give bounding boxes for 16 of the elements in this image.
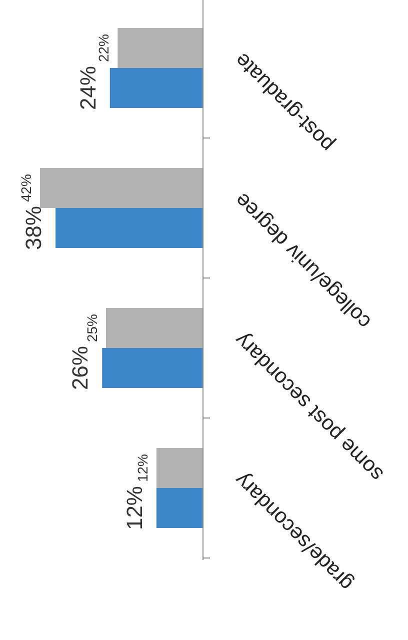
data-label: 25%	[84, 314, 100, 342]
bar	[118, 28, 203, 68]
bar	[56, 208, 203, 248]
data-label: 22%	[96, 34, 112, 62]
data-label: 38%	[21, 206, 46, 250]
bar	[106, 308, 203, 348]
bar	[40, 168, 203, 208]
data-label: 12%	[134, 454, 150, 482]
data-label: 42%	[18, 174, 34, 202]
bar	[156, 488, 203, 528]
bar	[156, 448, 203, 488]
bar	[102, 348, 203, 388]
data-label: 24%	[75, 66, 100, 110]
data-label: 26%	[68, 346, 93, 390]
data-label: 12%	[122, 486, 147, 530]
bar	[110, 68, 203, 108]
